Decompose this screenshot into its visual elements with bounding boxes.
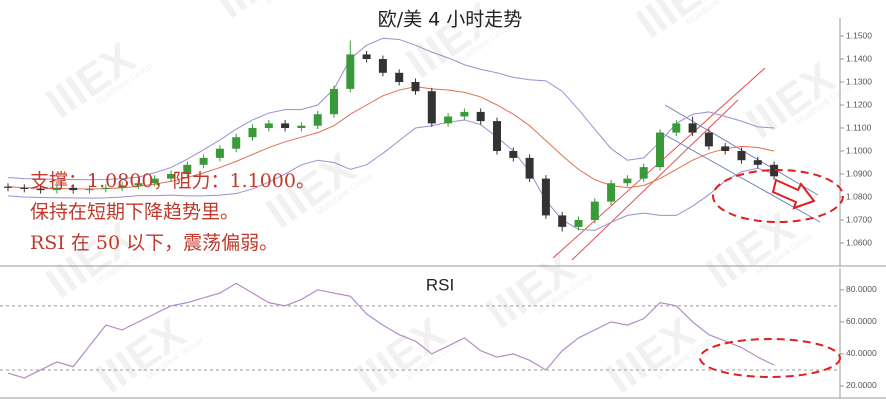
y-tick-label: 80.0000 (846, 284, 877, 294)
candle-body (509, 151, 518, 158)
candle-body (52, 187, 61, 191)
y-tick-label: 1.0700 (846, 214, 872, 224)
y-tick-label: 1.1000 (846, 145, 872, 155)
y-tick-label: 1.1500 (846, 30, 872, 40)
y-tick-label: 1.0900 (846, 168, 872, 178)
candle-body (118, 185, 127, 188)
candle-body (623, 178, 632, 184)
candle-body (183, 164, 192, 174)
y-tick-label: 1.1100 (846, 122, 872, 132)
y-tick-label: 1.1300 (846, 76, 872, 86)
y-tick-label: 60.0000 (846, 316, 877, 326)
candle-body (281, 123, 290, 128)
y-tick-label: 1.0800 (846, 191, 872, 201)
rsi-line (7, 282, 775, 379)
candle-body (656, 132, 664, 168)
candle-body (264, 123, 273, 128)
candle-body (688, 123, 697, 133)
candle-body (297, 125, 306, 128)
candle-body (541, 178, 550, 216)
candle-body (167, 174, 175, 179)
candle-body (411, 82, 420, 92)
band-line (7, 86, 775, 190)
candle-body (36, 188, 45, 191)
channel-line (571, 99, 739, 261)
candle-body (101, 187, 110, 189)
candle-body (476, 111, 485, 122)
candle-body (672, 123, 681, 133)
candle-body (134, 183, 143, 186)
candle-body (427, 91, 436, 124)
y-tick-label: 1.1400 (846, 53, 872, 63)
candle-body (85, 188, 94, 191)
band-line (7, 37, 775, 181)
y-tick-label: 20.0000 (846, 380, 877, 390)
candle-body (704, 132, 713, 147)
candle-body (770, 164, 779, 177)
candle-body (460, 111, 469, 117)
chart-title: 欧/美 4 小时走势 (378, 9, 523, 31)
y-tick-label: 40.0000 (846, 348, 877, 358)
candle-body (330, 88, 338, 115)
channel-line (659, 131, 821, 223)
candle-body (525, 157, 534, 179)
candle-body (574, 220, 583, 227)
candle-body (607, 183, 616, 202)
candle-body (215, 148, 224, 158)
candle-body (639, 167, 648, 179)
candle-body (737, 151, 746, 161)
candle-body (20, 187, 29, 189)
watermark: IIIEX (628, 0, 734, 48)
y-tick-label: 1.1200 (846, 99, 872, 109)
band-line (7, 119, 775, 231)
candle-body (362, 54, 371, 59)
candle-body (69, 187, 78, 191)
rsi-title: RSI (426, 275, 454, 294)
candle-body (313, 114, 322, 126)
candle-body (248, 128, 257, 138)
watermark: IIIEX (208, 0, 314, 28)
candle-body (444, 116, 453, 124)
candle-body (590, 201, 599, 220)
candle-body (493, 121, 501, 151)
candle-body (395, 72, 404, 82)
candle-body (558, 215, 567, 227)
y-tick-label: 1.0600 (846, 237, 872, 247)
candle-body (721, 146, 730, 151)
candle-body (199, 157, 208, 165)
candle-body (753, 160, 762, 165)
candle-body (150, 178, 159, 184)
candle-body (346, 54, 355, 89)
candle-body (232, 137, 241, 149)
candle-body (378, 59, 387, 73)
candle-body (4, 186, 12, 188)
watermark-sub: MultiBank Group (264, 0, 325, 7)
